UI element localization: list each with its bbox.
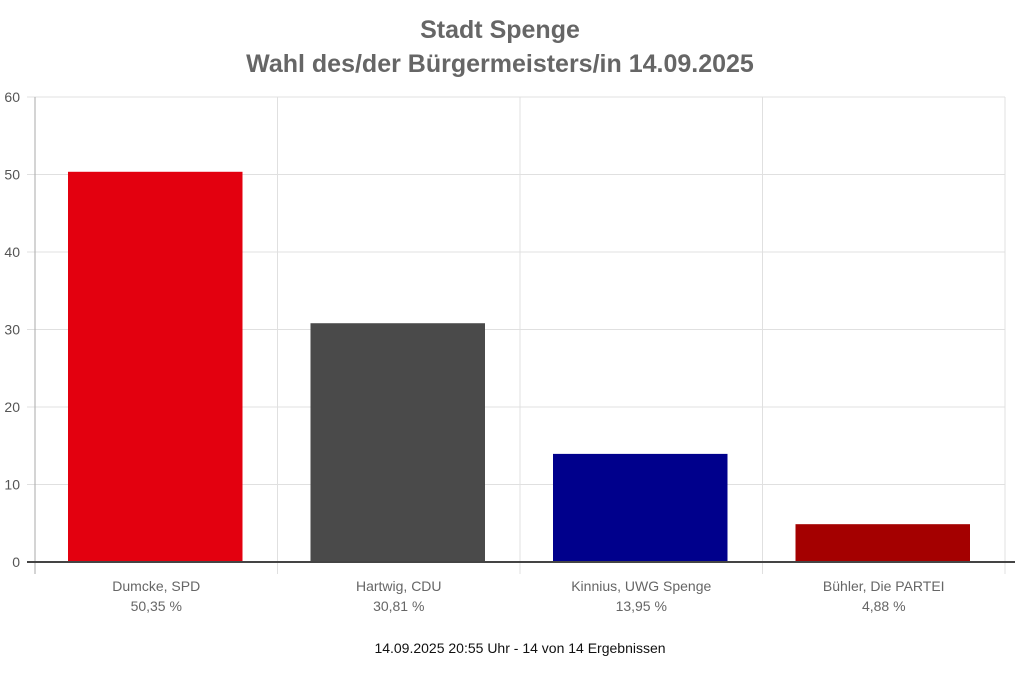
x-tick-label: Dumcke, SPD [112,578,200,594]
x-tick-label: Bühler, Die PARTEI [823,578,945,594]
y-tick-label: 50 [4,167,20,183]
bar-0 [68,171,243,562]
data-label: 50,35 % [131,598,182,614]
x-tick-label: Hartwig, CDU [356,578,442,594]
x-tick-label: Kinnius, UWG Spenge [571,578,711,594]
data-label: 13,95 % [616,598,667,614]
y-tick-label: 10 [4,477,20,493]
y-tick-label: 30 [4,322,20,338]
chart-subtitle: Wahl des/der Bürgermeisters/in 14.09.202… [246,50,754,78]
data-label: 4,88 % [862,598,906,614]
y-tick-label: 60 [4,89,20,105]
bar-1 [310,323,485,562]
chart-title: Stadt Spenge [420,16,580,44]
results-status: 14.09.2025 20:55 Uhr - 14 von 14 Ergebni… [374,640,666,656]
y-tick-label: 0 [12,554,20,570]
bar-3 [795,524,970,562]
bar-2 [553,453,728,562]
y-tick-label: 20 [4,399,20,415]
data-label: 30,81 % [373,598,424,614]
y-tick-label: 40 [4,244,20,260]
